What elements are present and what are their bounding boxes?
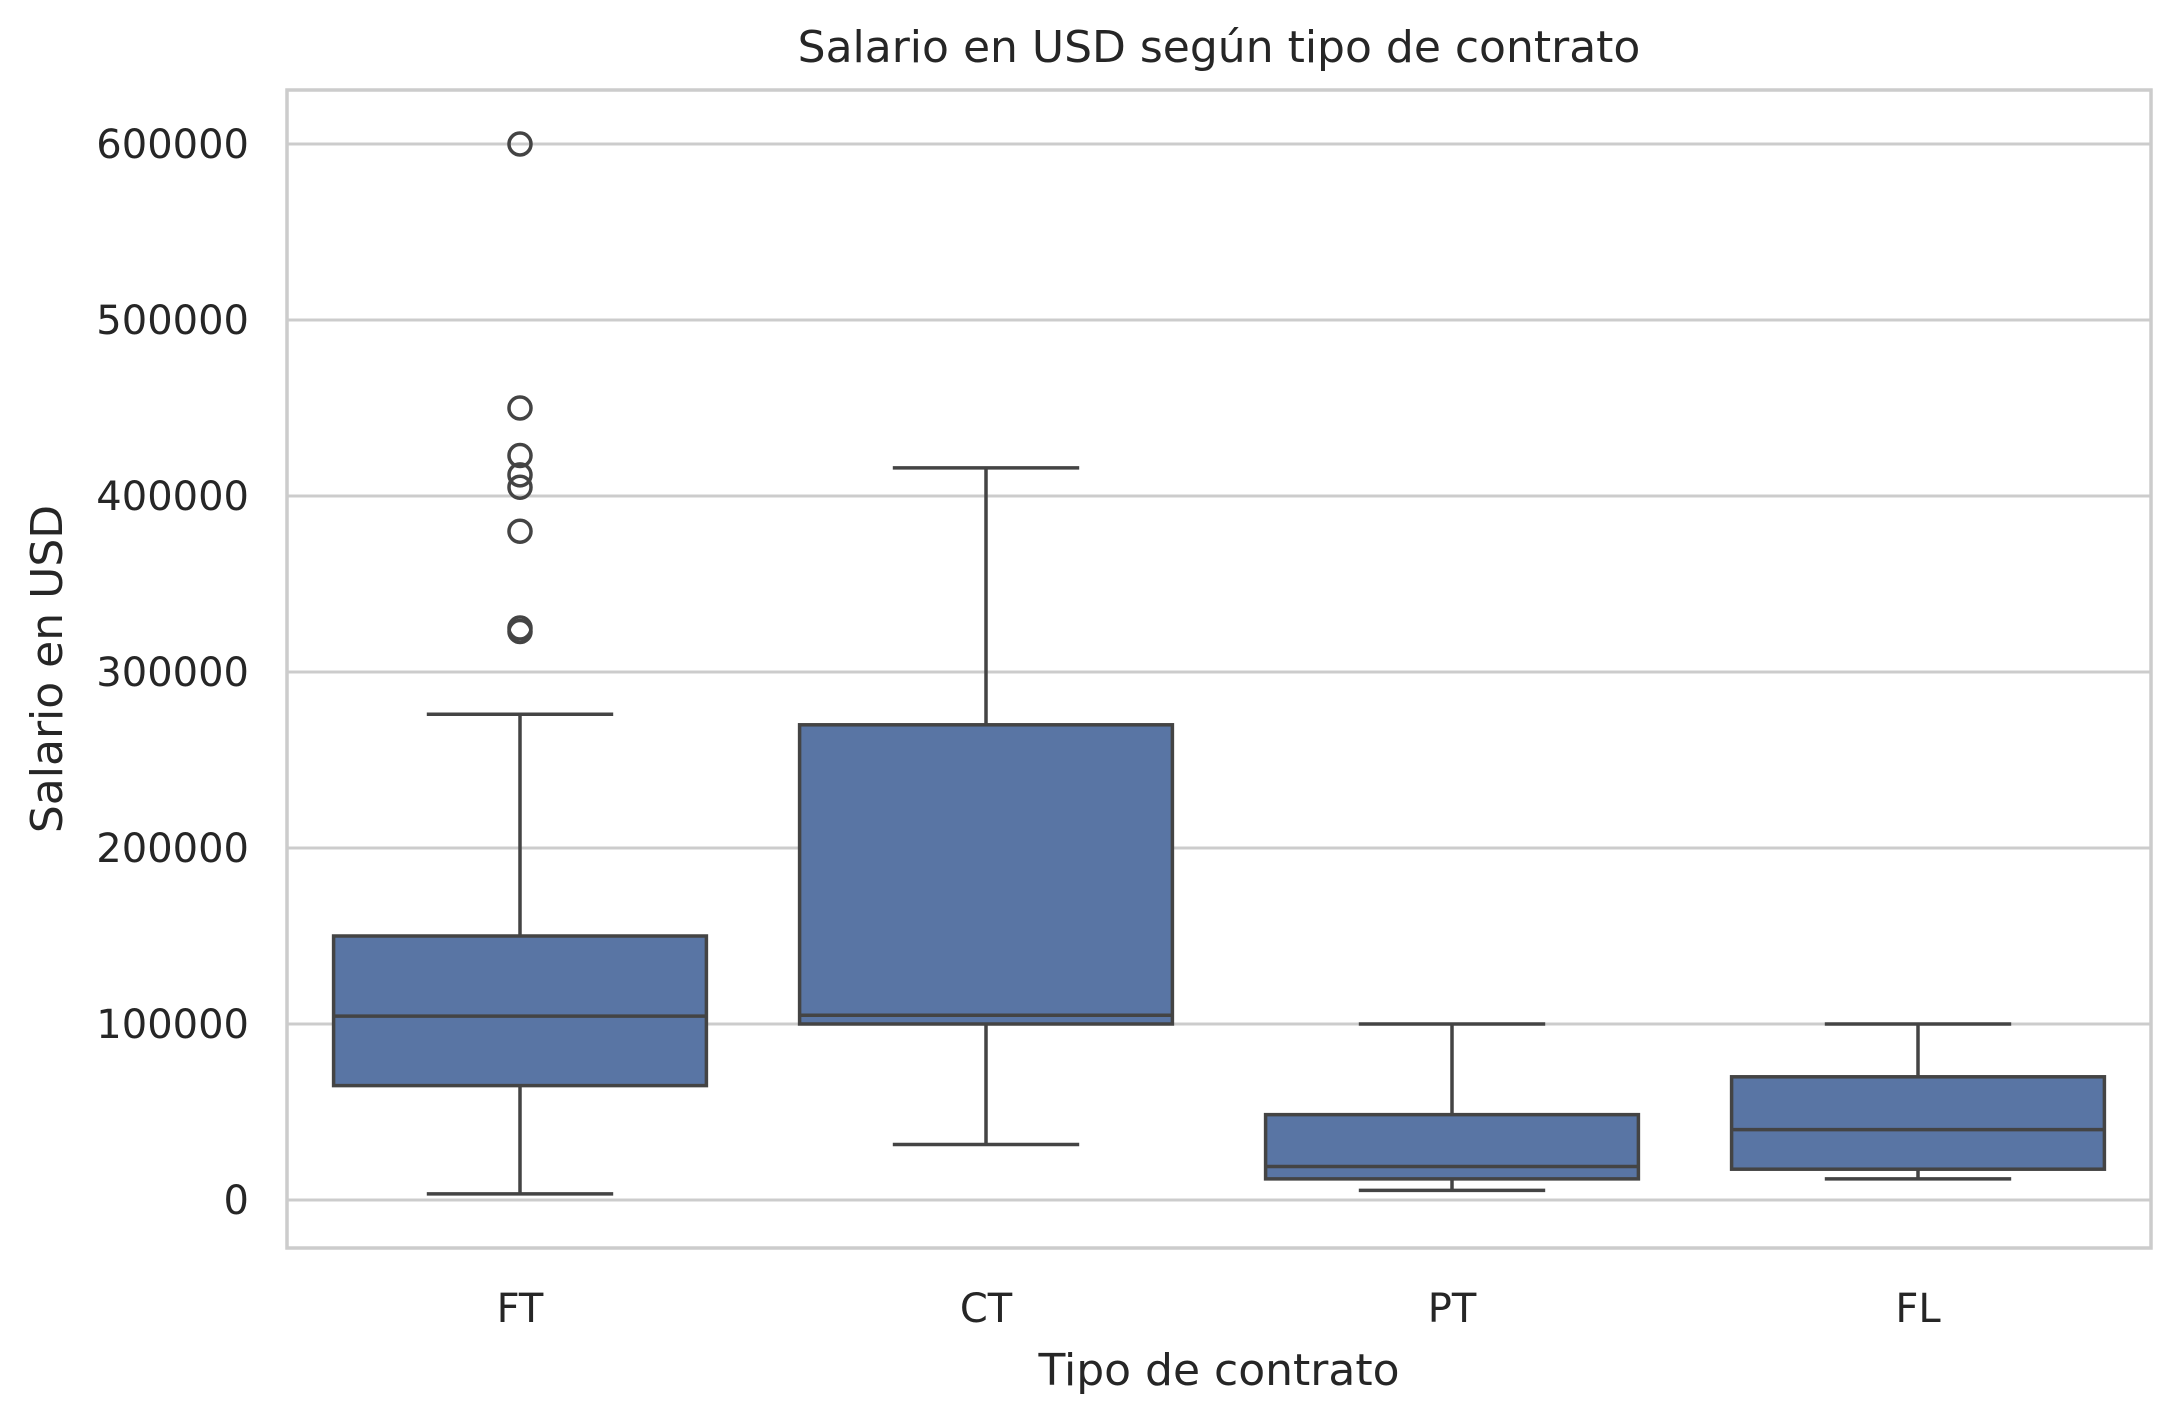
y-tick-label: 0	[224, 1178, 249, 1224]
iqr-box	[1729, 1075, 2107, 1171]
outlier-point	[507, 131, 533, 157]
box-ct	[797, 466, 1175, 1147]
y-tick-label: 400000	[96, 474, 249, 520]
outlier-point	[507, 618, 533, 645]
plot-frame	[285, 88, 2153, 1250]
iqr-box	[331, 934, 709, 1088]
box-pt	[1263, 1022, 1641, 1193]
y-tick-label: 600000	[96, 122, 249, 168]
outlier-point	[507, 442, 533, 469]
boxes-layer	[331, 131, 2107, 1196]
iqr-box	[797, 723, 1175, 1026]
x-tick-label-ct: CT	[960, 1286, 1013, 1332]
outlier-point	[507, 518, 533, 544]
chart-title: Salario en USD según tipo de contrato	[798, 22, 1641, 73]
x-tick-label-ft: FT	[497, 1286, 544, 1332]
y-tick-label: 100000	[96, 1002, 249, 1048]
outlier-point	[507, 395, 533, 421]
y-tick-label: 300000	[96, 650, 249, 696]
outlier-point	[507, 462, 533, 488]
outlier-point	[507, 474, 533, 500]
y-tick-label: 500000	[96, 298, 249, 344]
x-tick-label-pt: PT	[1428, 1286, 1477, 1332]
box-fl	[1729, 1022, 2107, 1181]
tick-labels: 0 100000 200000 300000 400000 500000 600000 FT C…	[96, 122, 1941, 1332]
y-tick-label: 200000	[96, 826, 249, 872]
box-ft	[331, 131, 709, 1196]
y-axis-label: Salario en USD	[22, 505, 73, 833]
iqr-box	[1263, 1112, 1641, 1181]
x-tick-label-fl: FL	[1895, 1286, 1941, 1332]
x-axis-label: Tipo de contrato	[1037, 1345, 1399, 1396]
